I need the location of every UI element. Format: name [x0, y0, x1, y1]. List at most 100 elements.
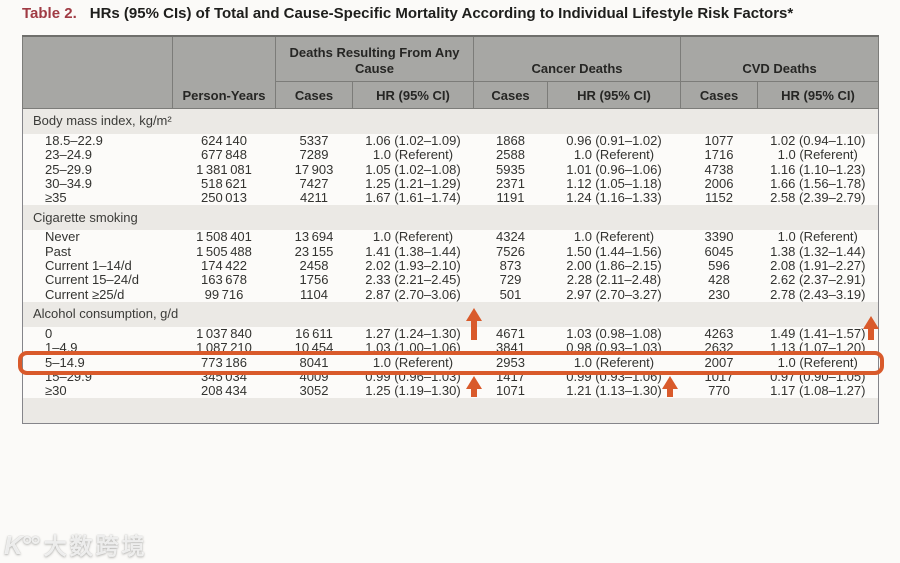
row-label: 15–29.9	[22, 369, 173, 385]
table-caption: HRs (95% CIs) of Total and Cause-Specifi…	[89, 5, 794, 22]
cell-any_hr: 1.0 (Referent)	[352, 147, 474, 163]
cell-cancer_cases: 2953	[473, 355, 548, 370]
cell-cvd_hr: 1.0 (Referent)	[757, 230, 879, 245]
cell-any_hr: 2.87 (2.70–3.06)	[352, 287, 474, 302]
cell-cvd_cases: 4738	[680, 162, 758, 177]
cell-person_years: 208 434	[172, 383, 276, 399]
cell-cancer_cases: 1071	[473, 383, 548, 399]
cell-any_hr: 1.0 (Referent)	[352, 355, 474, 370]
table-row: Current 1–14/d 174 422 2458 2.02 (1.93–2.10…	[22, 258, 879, 274]
cancer-hr-header: HR (95% CI)	[546, 81, 682, 109]
cell-cancer_cases: 4324	[473, 230, 548, 245]
cell-cvd_cases: 1152	[680, 190, 758, 206]
cell-any_hr: 1.03 (1.00–1.06)	[352, 340, 474, 356]
cell-person_years: 773 186	[172, 355, 276, 370]
person-years-header: Person-Years	[172, 35, 276, 109]
cell-cancer_hr: 0.99 (0.93–1.06)	[547, 369, 681, 385]
cell-cancer_cases: 729	[473, 273, 548, 288]
cell-cancer_cases: 1191	[473, 190, 548, 206]
row-label: Past	[22, 244, 173, 260]
row-label: Current 1–14/d	[22, 258, 173, 274]
cell-cancer_hr: 1.0 (Referent)	[547, 147, 681, 163]
row-label: 30–34.9	[22, 176, 173, 192]
cancer-group-header: Cancer Deaths	[472, 35, 682, 82]
row-label: ≥30	[22, 383, 173, 399]
cell-cvd_cases: 2006	[680, 176, 758, 192]
table-header: Person-Years Deaths Resulting From Any C…	[22, 35, 880, 109]
table-row: 15–29.9 345 034 4009 0.99 (0.96–1.03) 1417 0.…	[22, 369, 879, 385]
table-row: 30–34.9 518 621 7427 1.25 (1.21–1.29) 2371 1.…	[22, 176, 879, 192]
section-label: Cigarette smoking	[22, 205, 879, 231]
cell-cancer_hr: 1.0 (Referent)	[547, 355, 681, 370]
cell-any_cases: 4211	[275, 190, 353, 206]
cell-person_years: 1 508 401	[172, 230, 276, 245]
cell-cancer_cases: 873	[473, 258, 548, 274]
row-label: Current ≥25/d	[22, 287, 173, 302]
cell-cancer_hr: 1.0 (Referent)	[547, 230, 681, 245]
table-row: 23–24.9 677 848 7289 1.0 (Referent) 2588 1.0 …	[22, 147, 879, 163]
row-label: 25–29.9	[22, 162, 173, 177]
cell-person_years: 163 678	[172, 273, 276, 288]
cell-any_cases: 13 694	[275, 230, 353, 245]
cell-cvd_cases: 428	[680, 273, 758, 288]
cell-person_years: 1 381 081	[172, 162, 276, 177]
any-hr-header: HR (95% CI)	[352, 81, 474, 109]
cell-person_years: 345 034	[172, 369, 276, 385]
cell-cvd_cases: 770	[680, 383, 758, 399]
cell-cancer_hr: 0.98 (0.93–1.03)	[547, 340, 681, 356]
cell-cancer_hr: 0.96 (0.91–1.02)	[547, 133, 681, 149]
cell-any_hr: 1.25 (1.19–1.30)	[352, 383, 474, 399]
cell-cancer_hr: 1.03 (0.98–1.08)	[547, 326, 681, 342]
cell-cancer_hr: 1.24 (1.16–1.33)	[547, 190, 681, 206]
row-label: 23–24.9	[22, 147, 173, 163]
cell-cvd_hr: 1.13 (1.07–1.20)	[757, 340, 879, 356]
cancer-cases-header: Cases	[473, 81, 548, 109]
section-header-row: Cigarette smoking	[22, 205, 879, 231]
cell-any_cases: 10 454	[275, 340, 353, 356]
cell-person_years: 1 037 840	[172, 326, 276, 342]
row-label: 0	[22, 326, 173, 342]
cell-cvd_cases: 2632	[680, 340, 758, 356]
mortality-table: Person-Years Deaths Resulting From Any C…	[22, 35, 880, 425]
cell-cancer_cases: 7526	[473, 244, 548, 260]
row-label: 18.5–22.9	[22, 133, 173, 149]
cell-person_years: 1 087 210	[172, 340, 276, 356]
cell-any_hr: 1.06 (1.02–1.09)	[352, 133, 474, 149]
cell-any_hr: 2.02 (1.93–2.10)	[352, 258, 474, 274]
cell-any_cases: 17 903	[275, 162, 353, 177]
row-label: Current 15–24/d	[22, 273, 173, 288]
any-cases-header: Cases	[275, 81, 353, 109]
section-label: Alcohol consumption, g/d	[22, 301, 879, 327]
cvd-group-header: CVD Deaths	[680, 35, 880, 82]
cell-cvd_cases: 596	[680, 258, 758, 274]
cell-cvd_hr: 1.38 (1.32–1.44)	[757, 244, 879, 260]
cell-any_hr: 1.27 (1.24–1.30)	[352, 326, 474, 342]
table-row: Never 1 508 401 13 694 1.0 (Referent) 4324 1.…	[22, 230, 879, 245]
cell-any_cases: 16 611	[275, 326, 353, 342]
cell-person_years: 99 716	[172, 287, 276, 302]
cell-cvd_cases: 3390	[680, 230, 758, 245]
cell-cvd_cases: 1017	[680, 369, 758, 385]
cell-cvd_hr: 2.08 (1.91–2.27)	[757, 258, 879, 274]
table-row: ≥30 208 434 3052 1.25 (1.19–1.30) 1071 1.21 (…	[22, 383, 879, 399]
cell-person_years: 1 505 488	[172, 244, 276, 260]
cell-any_hr: 1.25 (1.21–1.29)	[352, 176, 474, 192]
cell-cvd_hr: 2.62 (2.37–2.91)	[757, 273, 879, 288]
watermark: K°° 大数跨境	[4, 527, 148, 561]
cell-cancer_cases: 2588	[473, 147, 548, 163]
table-row: Current 15–24/d 163 678 1756 2.33 (2.21–2.4…	[22, 273, 879, 288]
cell-cancer_cases: 4671	[473, 326, 548, 342]
cell-cancer_cases: 1868	[473, 133, 548, 149]
cell-any_hr: 1.67 (1.61–1.74)	[352, 190, 474, 206]
cell-any_cases: 8041	[275, 355, 353, 370]
cell-cvd_hr: 1.66 (1.56–1.78)	[757, 176, 879, 192]
cell-any_cases: 7289	[275, 147, 353, 163]
row-label: ≥35	[22, 190, 173, 206]
table-row: Current ≥25/d 99 716 1104 2.87 (2.70–3.06) 5…	[22, 287, 879, 302]
cell-cvd_hr: 1.02 (0.94–1.10)	[757, 133, 879, 149]
cropped-section-cell	[22, 398, 879, 424]
cell-person_years: 624 140	[172, 133, 276, 149]
cell-any_hr: 1.0 (Referent)	[352, 230, 474, 245]
cell-cvd_cases: 1077	[680, 133, 758, 149]
